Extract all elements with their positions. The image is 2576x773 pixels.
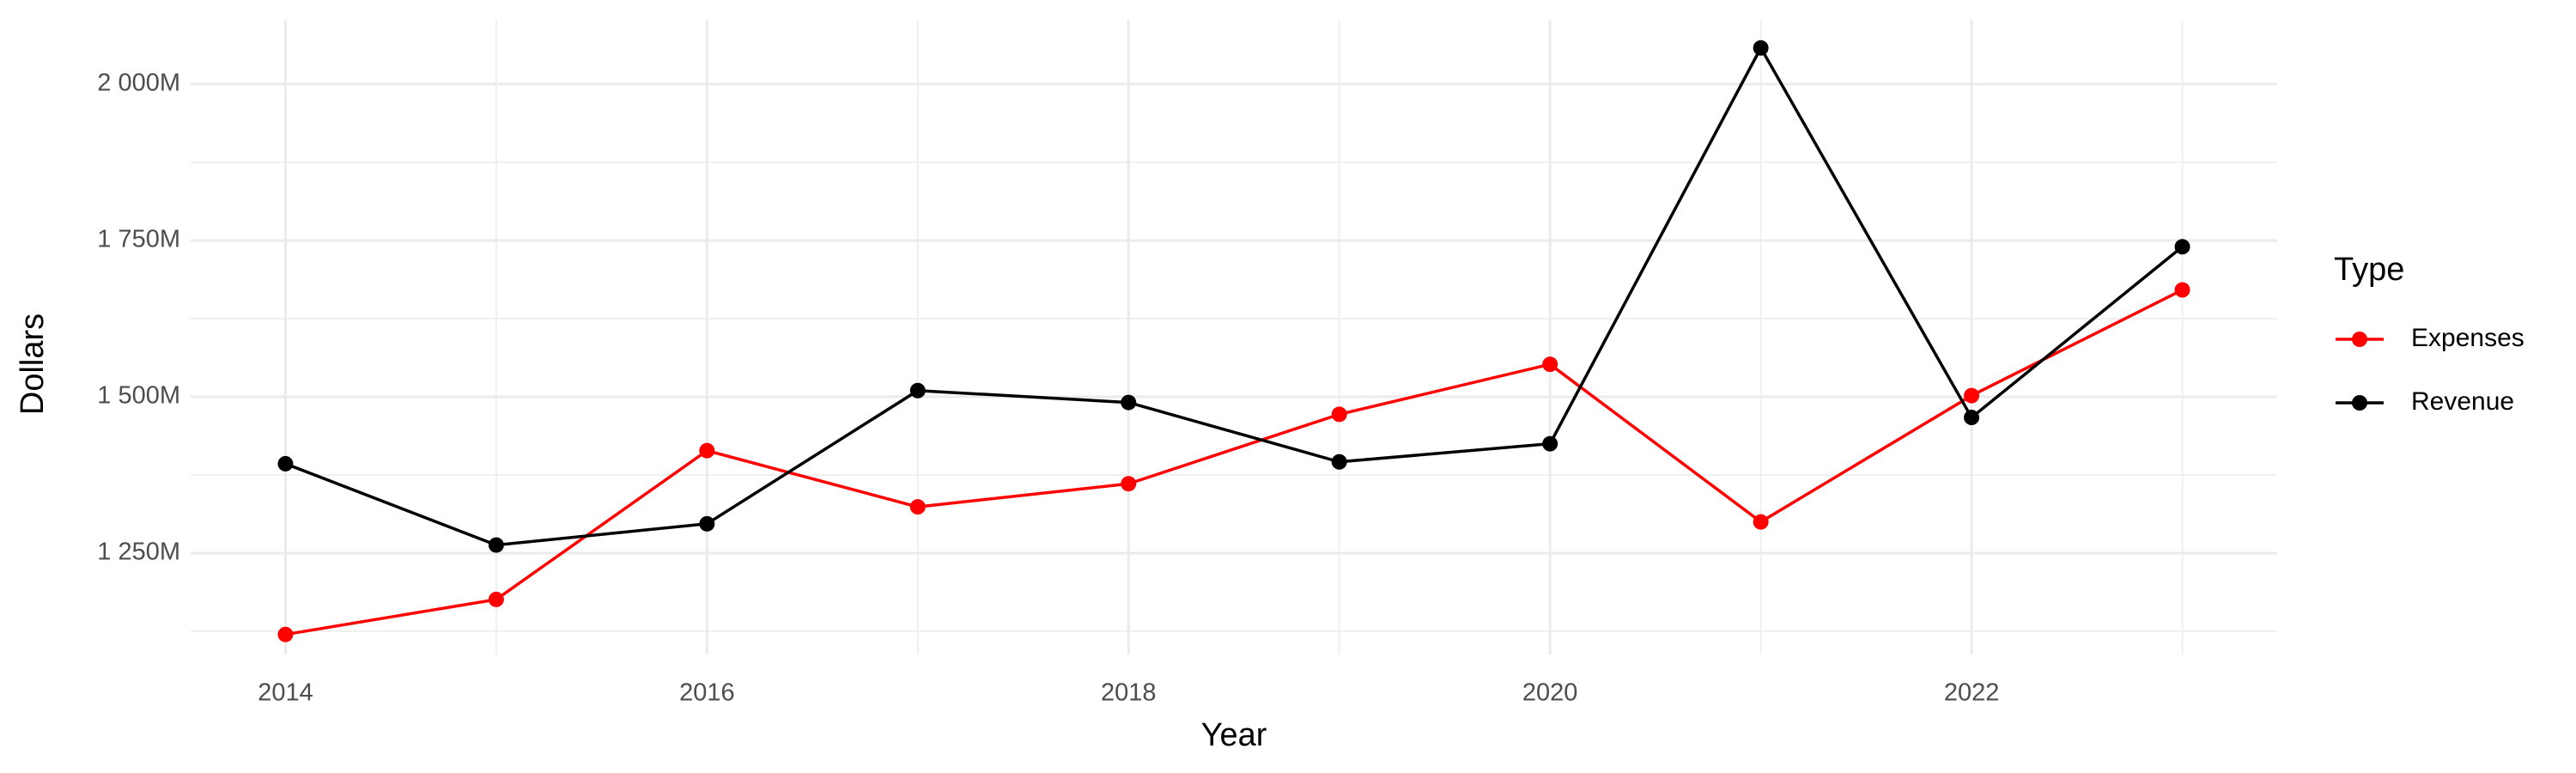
- legend-title: Type: [2334, 252, 2404, 288]
- data-point: [699, 442, 715, 459]
- data-point: [1964, 410, 1980, 426]
- legend-key-point: [2352, 395, 2367, 411]
- y-axis-title: Dollars: [15, 313, 51, 415]
- legend-key-point: [2352, 332, 2367, 347]
- series-line: [285, 288, 2184, 636]
- data-point: [1753, 514, 1769, 530]
- y-tick-label: 1 750M: [97, 226, 180, 253]
- y-tick-label: 1 250M: [97, 539, 180, 566]
- data-point: [1121, 394, 1137, 411]
- data-point: [1331, 453, 1347, 470]
- data-point: [488, 537, 504, 553]
- data-point: [1753, 40, 1769, 56]
- y-tick-label: 1 500M: [97, 382, 180, 410]
- data-point: [1542, 435, 1558, 452]
- series-line: [284, 45, 2184, 547]
- data-point: [1542, 356, 1558, 373]
- data-point: [1331, 406, 1347, 423]
- data-point: [488, 591, 504, 607]
- x-tick-label: 2018: [1101, 679, 1157, 707]
- data-point: [1121, 476, 1137, 492]
- data-point: [699, 515, 715, 532]
- x-tick-label: 2014: [258, 679, 313, 707]
- x-axis-title: Year: [1201, 717, 1267, 753]
- data-point: [1964, 387, 1980, 404]
- grid: [191, 20, 2277, 654]
- x-tick-label: 2016: [679, 679, 735, 707]
- data-point: [277, 626, 294, 642]
- x-tick-label: 2020: [1522, 679, 1578, 707]
- data-point: [277, 455, 294, 472]
- legend-label: Revenue: [2411, 387, 2514, 416]
- legend-label: Expenses: [2411, 324, 2524, 352]
- y-tick-label: 2 000M: [97, 70, 180, 97]
- data-point: [909, 499, 926, 515]
- data-point: [2174, 282, 2190, 298]
- data-point: [2174, 239, 2190, 255]
- data-point: [909, 382, 926, 399]
- x-tick-label: 2022: [1944, 679, 2000, 707]
